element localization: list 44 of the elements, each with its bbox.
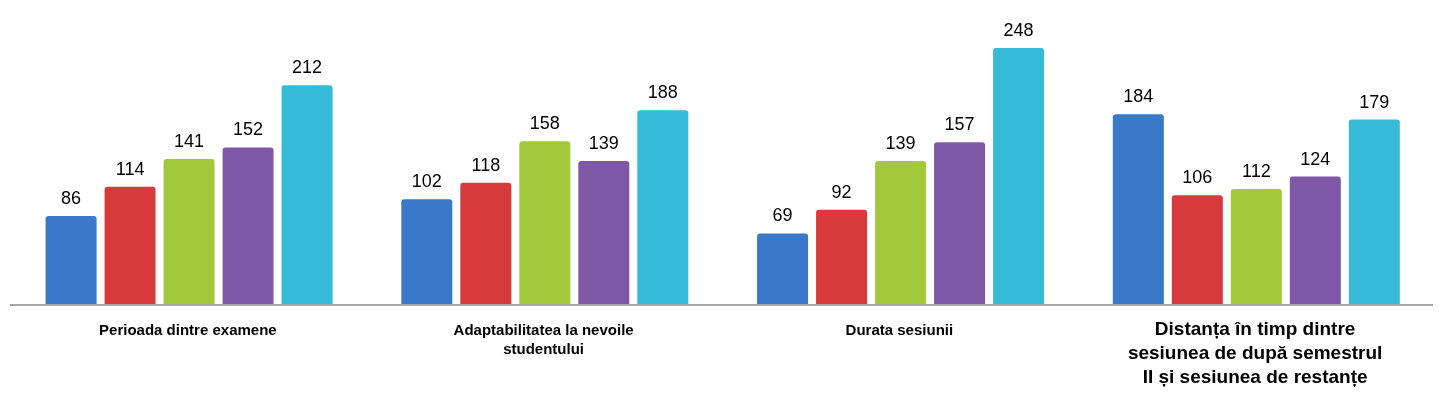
- bar: [1348, 119, 1400, 305]
- bar: [637, 110, 689, 305]
- bar: [875, 160, 927, 305]
- data-label: 141: [174, 130, 205, 151]
- bar: [1171, 195, 1223, 305]
- data-label: 112: [1241, 160, 1271, 181]
- data-label: 152: [233, 119, 264, 140]
- bar: [578, 160, 630, 305]
- bar: [45, 215, 97, 305]
- data-label: 139: [885, 132, 916, 153]
- bar: [816, 209, 868, 305]
- bar: [993, 48, 1045, 305]
- data-label: 188: [647, 82, 678, 103]
- bar: [1230, 188, 1282, 305]
- bar: [934, 142, 986, 305]
- data-label: 212: [292, 57, 323, 78]
- bar: [460, 182, 512, 305]
- data-label: 248: [1003, 20, 1034, 40]
- x-tick-label: Adaptabilitatea la nevoile studentului: [453, 321, 634, 357]
- data-label: 114: [115, 158, 145, 179]
- data-label: 157: [944, 114, 975, 135]
- data-label: 92: [831, 181, 852, 202]
- data-label: 86: [61, 187, 82, 208]
- x-tick-label: Durata sesiunii: [845, 321, 954, 338]
- data-label: 106: [1182, 167, 1213, 188]
- data-label: 139: [588, 132, 619, 153]
- bar: [281, 85, 333, 305]
- x-tick-label: Distanța în timp dintre sesiunea de după semestrul II și sesiunea de restanțe: [1127, 318, 1383, 387]
- bar: [519, 141, 571, 305]
- data-label: 184: [1123, 86, 1154, 107]
- data-label: 69: [772, 205, 793, 226]
- bar: [1112, 114, 1164, 305]
- data-label: 118: [471, 154, 501, 175]
- bar: [222, 147, 274, 305]
- data-label: 102: [411, 171, 442, 192]
- data-label: 179: [1359, 91, 1390, 112]
- data-label: 124: [1300, 148, 1331, 169]
- bar: [401, 199, 453, 305]
- bar: [1289, 176, 1341, 305]
- bar: [104, 186, 156, 305]
- data-label: 158: [529, 113, 560, 134]
- x-tick-label: Perioada dintre examene: [99, 321, 277, 338]
- bar: [757, 233, 809, 305]
- bar: [163, 158, 215, 305]
